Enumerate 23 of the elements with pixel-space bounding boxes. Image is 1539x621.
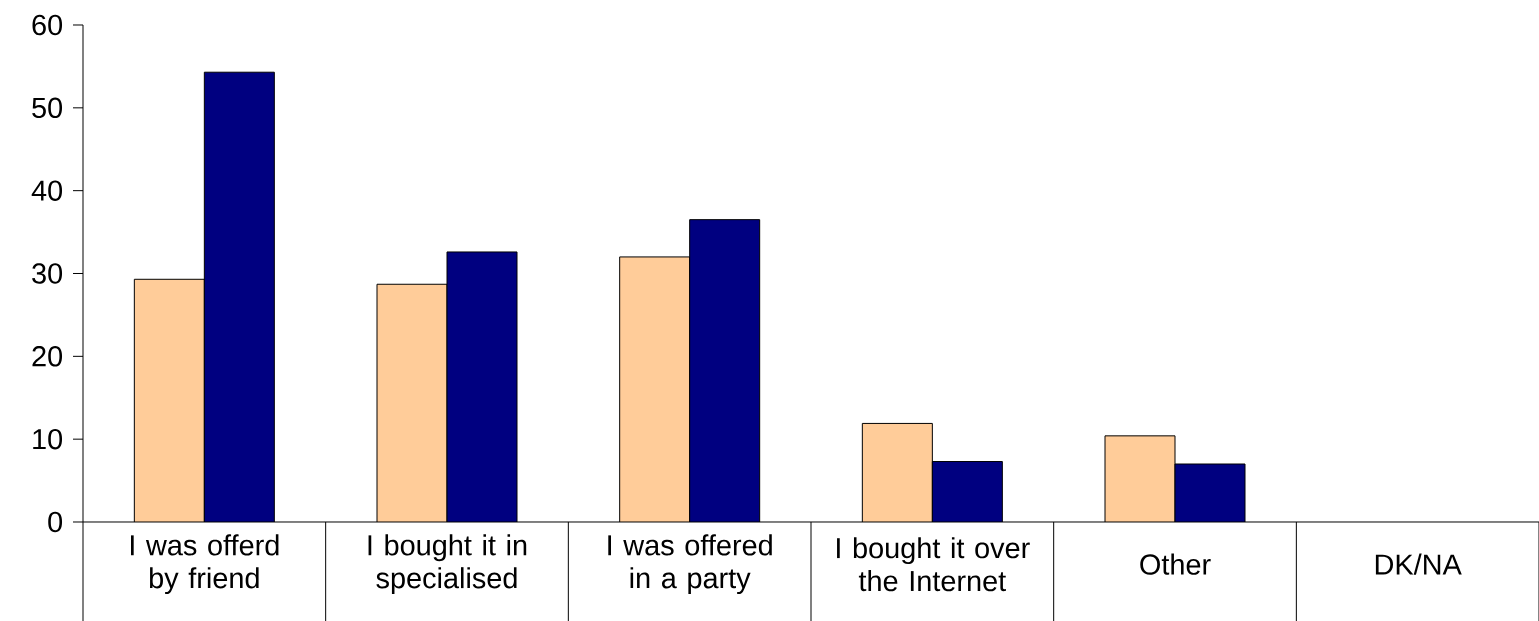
bar — [1104, 435, 1176, 522]
y-tick-label: 10 — [33, 428, 63, 450]
bar — [204, 72, 275, 522]
bar — [1174, 463, 1246, 522]
bar — [689, 219, 760, 522]
y-tick-label: 20 — [32, 346, 63, 367]
y-tick-label: 30 — [32, 263, 63, 284]
bar — [932, 461, 1003, 522]
bar — [619, 256, 690, 522]
bar — [862, 423, 933, 522]
x-tick-label: I bought it in specialised — [368, 534, 527, 595]
y-tick-label: 60 — [32, 14, 63, 36]
y-tick-label: 0 — [48, 511, 63, 533]
bar — [134, 279, 205, 522]
x-tick-label: DK/NA — [1375, 553, 1462, 575]
y-tick-label: 40 — [31, 180, 63, 201]
x-tick-label: Other — [1140, 553, 1211, 575]
x-tick-label: I was offerd by friend — [130, 534, 279, 595]
bar — [377, 284, 447, 522]
x-tick-label: I was offered in a party — [608, 534, 772, 595]
bar — [447, 251, 517, 522]
y-tick-label: 50 — [32, 97, 63, 119]
x-tick-label: I bought it over the Internet — [837, 537, 1030, 592]
